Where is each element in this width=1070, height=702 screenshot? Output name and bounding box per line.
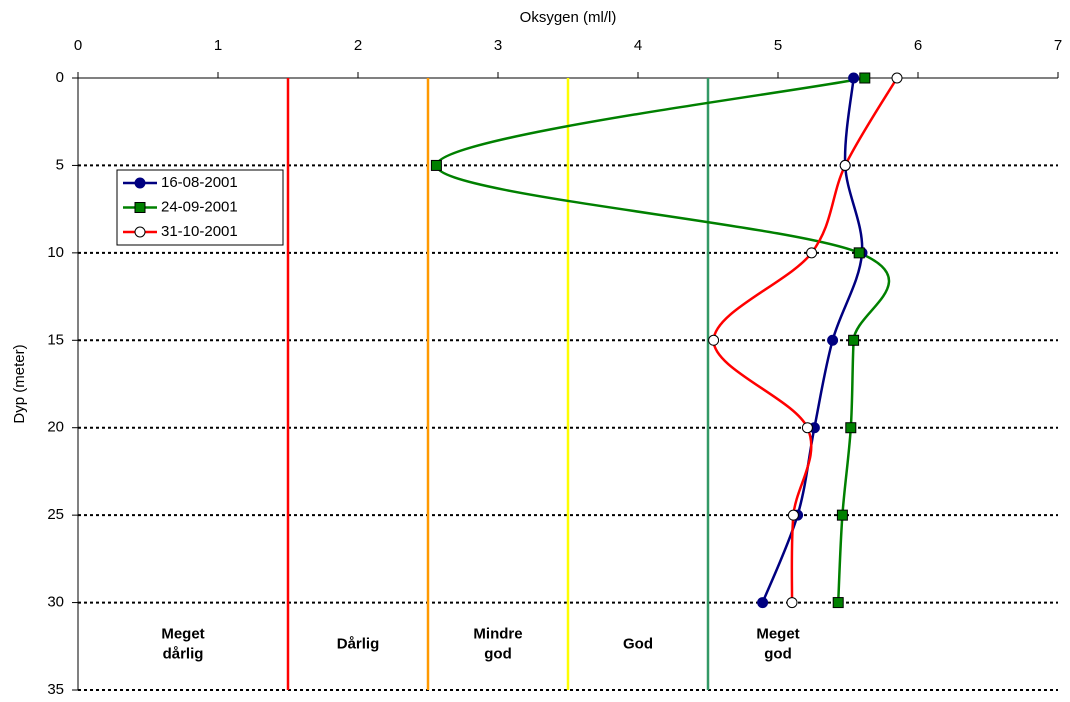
marker [848, 334, 860, 346]
x-tick-label: 2 [354, 37, 362, 54]
marker [134, 226, 146, 238]
y-tick-label: 5 [56, 156, 64, 173]
marker [832, 597, 844, 609]
x-tick-label: 3 [494, 37, 502, 54]
legend-label: 16-08-2001 [161, 174, 238, 191]
y-axis-label: Dyp (meter) [11, 344, 28, 423]
zone-label: god [484, 646, 512, 663]
x-tick-label: 6 [914, 37, 922, 54]
marker [836, 509, 848, 521]
marker [848, 72, 860, 84]
marker [859, 72, 871, 84]
marker [708, 334, 720, 346]
marker [787, 509, 799, 521]
marker [757, 597, 769, 609]
zone-label: dårlig [163, 646, 204, 663]
y-tick-label: 10 [47, 244, 64, 261]
zone-label: Meget [756, 626, 799, 643]
y-tick-label: 25 [47, 506, 64, 523]
series-line [435, 76, 890, 603]
y-tick-label: 15 [47, 331, 64, 348]
zone-label: Mindre [473, 626, 522, 643]
x-tick-label: 4 [634, 37, 642, 54]
x-tick-label: 5 [774, 37, 782, 54]
legend-label: 31-10-2001 [161, 223, 238, 240]
zone-label: Meget [161, 626, 204, 643]
y-tick-label: 35 [47, 681, 64, 698]
x-tick-label: 1 [214, 37, 222, 54]
x-axis-label: Oksygen (ml/l) [520, 9, 617, 26]
zone-label: god [764, 646, 792, 663]
marker [786, 597, 798, 609]
x-tick-label: 0 [74, 37, 82, 54]
zone-label: God [623, 636, 653, 653]
marker [853, 247, 865, 259]
marker [806, 247, 818, 259]
marker [430, 159, 442, 171]
marker [891, 72, 903, 84]
marker [134, 202, 146, 213]
x-tick-label: 7 [1054, 37, 1062, 54]
y-tick-label: 0 [56, 69, 64, 86]
marker [845, 422, 857, 434]
marker [801, 422, 813, 434]
zone-label: Dårlig [337, 636, 380, 653]
marker [839, 159, 851, 171]
y-tick-label: 30 [47, 594, 64, 611]
legend-label: 24-09-2001 [161, 198, 238, 215]
marker [827, 334, 839, 346]
y-tick-label: 20 [47, 419, 64, 436]
marker [134, 177, 146, 189]
